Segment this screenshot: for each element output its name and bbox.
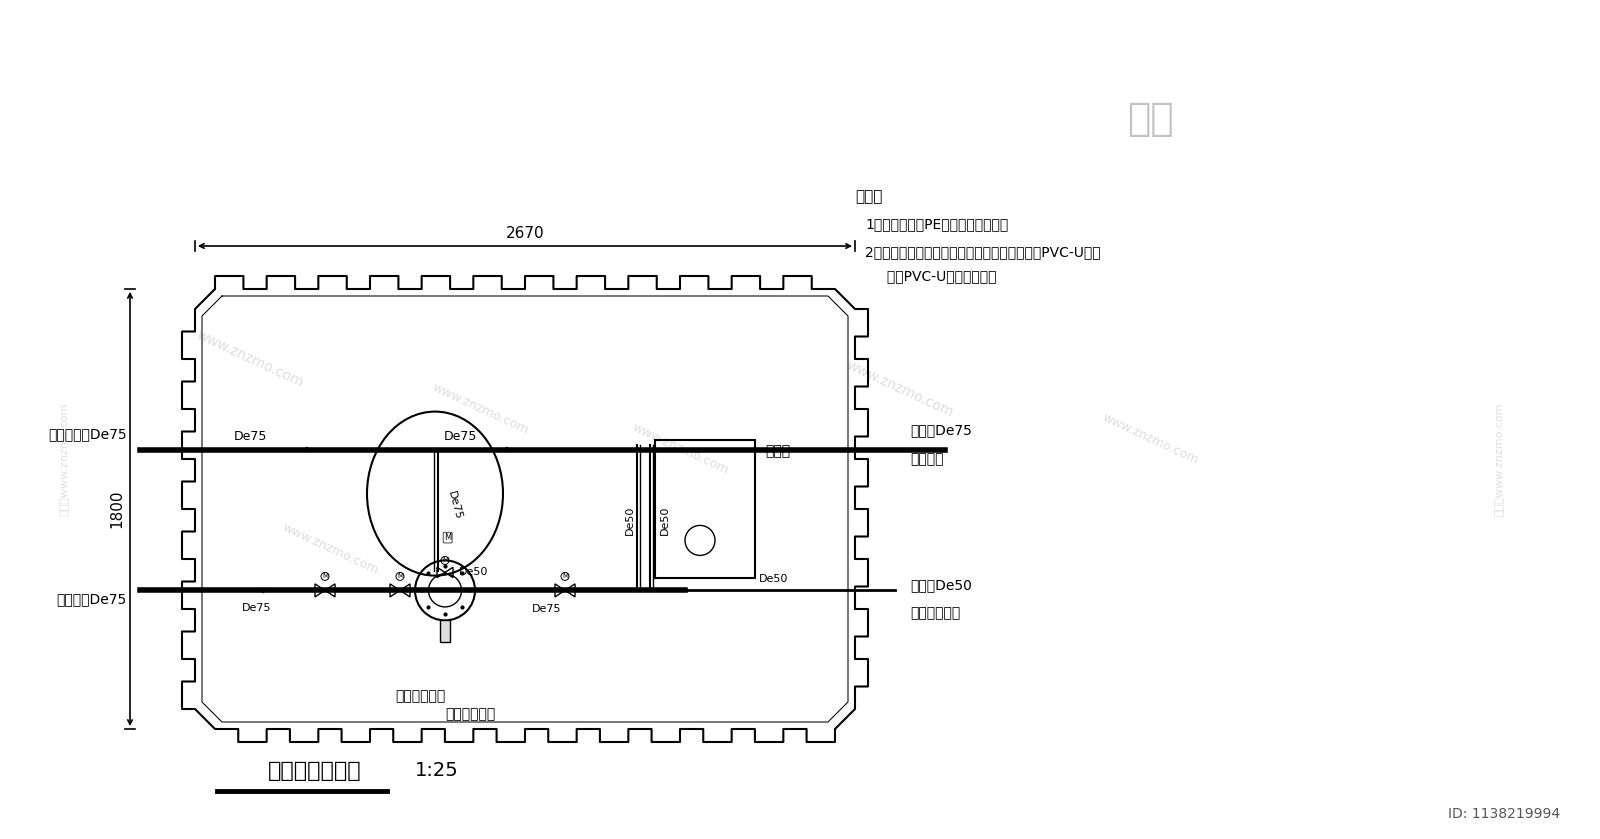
Text: 1800: 1800: [109, 490, 125, 529]
Text: 说明：: 说明：: [854, 189, 882, 204]
Text: 采用PVC-U专用胶粘接。: 采用PVC-U专用胶粘接。: [866, 269, 997, 283]
Text: 1、处理间采用PE材质，埋地安装。: 1、处理间采用PE材质，埋地安装。: [866, 217, 1008, 231]
Text: M: M: [562, 573, 568, 580]
Text: 知束网www.znzmo.com: 知束网www.znzmo.com: [1494, 402, 1506, 516]
Text: www.znzmo.com: www.znzmo.com: [280, 521, 381, 577]
Text: 自清洗过滤器: 自清洗过滤器: [395, 689, 445, 703]
Text: 至用水点: 至用水点: [910, 452, 944, 466]
Text: De50: De50: [459, 567, 488, 577]
Text: 排泥管De50: 排泥管De50: [910, 578, 971, 592]
Text: De75: De75: [533, 604, 562, 614]
Text: De75: De75: [242, 603, 272, 613]
Text: De75: De75: [446, 490, 464, 521]
Text: ID: 1138219994: ID: 1138219994: [1448, 807, 1560, 821]
Text: 知束网www.znzmo.com: 知束网www.znzmo.com: [61, 402, 70, 516]
Text: 回用管De75: 回用管De75: [910, 424, 971, 438]
Text: www.znzmo.com: www.znzmo.com: [194, 328, 306, 390]
Text: www.znzmo.com: www.znzmo.com: [1099, 411, 1200, 467]
Text: 潜水泵: 潜水泵: [765, 445, 790, 459]
Text: 2670: 2670: [506, 226, 544, 241]
Text: M: M: [322, 573, 328, 580]
Text: 知束: 知束: [1126, 100, 1173, 138]
Text: www.znzmo.com: www.znzmo.com: [430, 381, 530, 437]
Text: 1:25: 1:25: [414, 761, 459, 780]
Text: 至下游雨水口: 至下游雨水口: [910, 607, 960, 620]
Bar: [654, 440, 755, 578]
Text: De75: De75: [234, 430, 267, 443]
Text: M: M: [442, 557, 448, 564]
Text: De50: De50: [626, 505, 635, 534]
Text: De75: De75: [443, 430, 477, 443]
Text: 水池出水管De75: 水池出水管De75: [48, 428, 126, 441]
Text: www.znzmo.com: www.znzmo.com: [630, 421, 730, 477]
Text: M: M: [445, 533, 451, 542]
Text: M: M: [397, 573, 403, 580]
Text: 2、回用水管、反冲洗水管、排泥管均采用给水PVC-U管，: 2、回用水管、反冲洗水管、排泥管均采用给水PVC-U管，: [866, 245, 1101, 259]
Text: De50: De50: [661, 505, 670, 534]
Bar: [440, 620, 450, 643]
Text: www.znzmo.com: www.znzmo.com: [845, 358, 955, 420]
Text: 紫外线消毒器: 紫外线消毒器: [445, 707, 494, 721]
Text: 冲洗主管De75: 冲洗主管De75: [56, 592, 126, 607]
Text: De50: De50: [760, 575, 789, 585]
Text: 埋地设备间大样: 埋地设备间大样: [269, 761, 362, 781]
